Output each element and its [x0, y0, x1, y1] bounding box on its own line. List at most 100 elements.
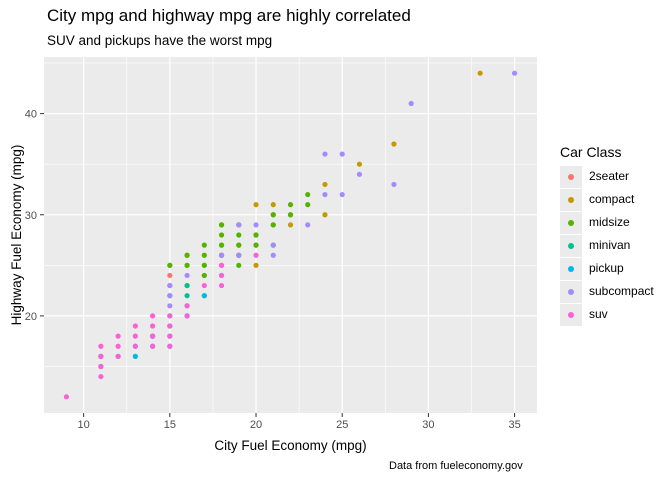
data-point-midsize	[236, 232, 242, 238]
data-point-compact	[270, 202, 276, 208]
data-point-suv	[98, 363, 104, 370]
x-tick-label: 15	[164, 419, 176, 431]
data-point-midsize	[305, 191, 311, 198]
x-tick-label: 10	[78, 419, 90, 431]
data-point-suv	[167, 323, 173, 329]
data-point-suv	[132, 323, 138, 329]
data-point-suv	[115, 343, 121, 349]
data-point-subcompact	[322, 191, 328, 198]
data-point-midsize	[270, 212, 276, 218]
legend-item-pickup: pickup	[560, 258, 624, 281]
data-point-suv	[149, 343, 156, 349]
data-point-suv	[184, 313, 190, 319]
legend-key	[560, 212, 582, 234]
data-point-suv	[218, 272, 225, 279]
data-point-midsize	[253, 232, 259, 238]
legend-swatch	[568, 220, 574, 226]
data-point-midsize	[236, 242, 242, 248]
data-point-suv	[63, 394, 70, 400]
data-point-subcompact	[167, 303, 173, 309]
data-point-subcompact	[167, 282, 173, 289]
data-point-midsize	[305, 202, 311, 208]
data-point-subcompact	[184, 272, 190, 279]
y-tick-label: 20	[25, 311, 37, 323]
legend-label: pickup	[589, 261, 624, 275]
data-point-suv	[115, 353, 121, 359]
legend-key	[560, 189, 582, 211]
legend-item-minivan: minivan	[560, 235, 630, 258]
data-point-compact	[322, 212, 328, 218]
data-point-suv	[184, 303, 190, 309]
data-point-minivan	[184, 282, 190, 289]
data-point-subcompact	[356, 171, 363, 177]
legend-swatch	[568, 197, 574, 203]
data-point-midsize	[270, 222, 276, 228]
data-point-suv	[167, 313, 173, 319]
data-point-midsize	[184, 252, 190, 258]
data-point-subcompact	[270, 242, 276, 248]
data-point-subcompact	[253, 222, 259, 228]
legend-item-midsize: midsize	[560, 212, 630, 235]
data-point-subcompact	[408, 100, 414, 107]
data-point-compact	[253, 262, 259, 268]
data-point-midsize	[287, 212, 294, 218]
x-tick-label: 35	[508, 419, 520, 431]
legend-label: midsize	[589, 215, 630, 229]
legend-swatch	[568, 174, 574, 180]
legend-label: subcompact	[589, 284, 654, 298]
data-point-pickup	[132, 353, 138, 359]
data-point-subcompact	[305, 222, 311, 228]
data-point-suv	[149, 313, 156, 319]
data-point-subcompact	[391, 181, 397, 188]
data-point-suv	[201, 282, 207, 289]
chart-caption: Data from fueleconomy.gov	[389, 460, 523, 472]
legend-label: 2seater	[589, 169, 630, 183]
data-point-subcompact	[270, 252, 276, 258]
legend: Car Class 2seater compact midsize minivan pi…	[560, 144, 654, 327]
plot-panel	[44, 57, 537, 413]
data-point-subcompact	[236, 222, 242, 228]
legend-key	[560, 304, 582, 326]
data-point-suv	[98, 353, 104, 359]
data-point-minivan	[184, 293, 190, 299]
legend-item-compact: compact	[560, 189, 634, 212]
data-point-midsize	[253, 242, 259, 248]
legend-key	[560, 235, 582, 257]
data-point-pickup	[201, 293, 207, 299]
data-point-compact	[253, 202, 259, 208]
data-point-subcompact	[167, 293, 173, 299]
data-point-subcompact	[218, 252, 225, 258]
y-tick-label: 30	[25, 210, 37, 222]
legend-key	[560, 166, 582, 188]
legend-swatch	[568, 289, 574, 295]
x-tick-label: 20	[250, 419, 262, 431]
legend-swatch	[568, 266, 574, 272]
legend-swatch	[568, 243, 574, 249]
legend-title: Car Class	[560, 144, 622, 160]
data-point-suv	[167, 333, 173, 339]
legend-label: compact	[589, 192, 635, 206]
data-point-subcompact	[236, 252, 242, 258]
data-point-midsize	[201, 262, 207, 268]
data-point-compact	[356, 161, 363, 167]
data-point-suv	[149, 333, 156, 339]
data-point-midsize	[167, 262, 173, 268]
data-point-midsize	[218, 232, 225, 238]
data-point-suv	[132, 333, 138, 339]
data-point-suv	[132, 343, 138, 349]
data-point-suv	[98, 373, 104, 380]
x-axis-label: City Fuel Economy (mpg)	[214, 438, 366, 453]
data-point-suv	[98, 343, 104, 349]
data-point-midsize	[184, 262, 190, 268]
data-point-midsize	[218, 242, 225, 248]
data-point-midsize	[218, 222, 225, 228]
data-point-compact	[287, 222, 294, 228]
data-point-subcompact	[339, 151, 345, 157]
data-point-subcompact	[322, 151, 328, 157]
data-point-suv	[218, 282, 225, 289]
chart-subtitle: SUV and pickups have the worst mpg	[47, 33, 273, 48]
data-point-subcompact	[339, 191, 345, 198]
data-point-suv	[218, 262, 225, 268]
data-point-compact	[477, 70, 483, 76]
